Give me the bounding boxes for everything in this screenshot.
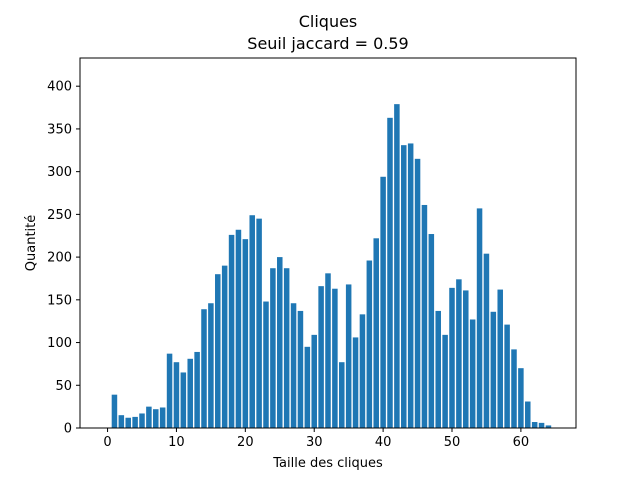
bar [166,353,173,428]
bar [325,273,331,428]
bar [469,319,476,428]
plot-frame [79,57,577,429]
bars-group [111,104,552,428]
bar [394,104,400,428]
bar [180,372,187,428]
bar [132,416,138,428]
y-tick-label: 0 [64,422,72,437]
bar [345,284,352,428]
bar [414,158,421,428]
bar [511,349,517,428]
bar [173,362,180,428]
bar [518,368,524,428]
bar [235,229,242,428]
bar [463,290,469,428]
bar [538,422,545,428]
bar [352,337,359,428]
bar [159,407,166,428]
bar [290,303,297,428]
y-tick-label: 400 [47,80,72,95]
x-tick-label: 50 [444,435,461,450]
bar [490,311,497,428]
y-tick-label: 100 [47,336,72,351]
x-tick-label: 10 [168,435,185,450]
bar [153,409,159,428]
bar [270,268,276,428]
x-tick-label: 20 [237,435,254,450]
bar [283,268,290,428]
bar [201,309,207,428]
bar [311,334,317,428]
bar [318,286,324,428]
chart-title-line: Cliques [299,12,358,31]
bar [139,413,145,428]
y-tick-label: 200 [47,251,72,266]
bar [373,238,379,428]
bar [221,265,228,428]
bar [118,415,125,428]
x-tick-label: 0 [103,435,111,450]
bar [215,274,221,428]
bar [545,425,552,428]
bar [531,422,538,428]
bar [476,208,483,428]
y-tick-label: 300 [47,165,72,180]
x-tick-label: 40 [375,435,392,450]
bar [187,358,193,428]
bar [428,234,435,428]
bar [435,310,441,428]
y-axis-label: Quantité [24,215,39,271]
y-tick-label: 150 [47,293,72,308]
bar [297,310,304,428]
bar [442,334,448,428]
bar [387,117,393,428]
bar [125,417,131,428]
bar [449,287,455,428]
bar [263,301,269,428]
bar [146,406,152,428]
x-tick-label: 60 [513,435,530,450]
bar [407,143,414,428]
chart-subtitle-line: Seuil jaccard = 0.59 [247,34,408,53]
chart-title: Cliques Seuil jaccard = 0.59 [247,12,408,53]
bar [277,257,283,428]
bar [339,362,345,428]
bar [366,260,373,428]
bar [304,346,311,428]
bar [497,289,503,428]
y-tick-label: 50 [55,379,72,394]
bar [228,234,235,428]
bar [249,215,255,428]
x-tick-label: 30 [306,435,323,450]
y-tick-label: 350 [47,122,72,137]
bar [242,239,249,428]
bar [332,288,338,428]
bar [194,351,200,428]
y-axis-ticks: 0 50 100 150 200 250 300 350 400 [47,80,80,437]
bar [256,218,262,428]
bar [208,303,214,428]
bar [525,401,531,428]
bar [421,204,428,428]
bar [380,176,386,428]
y-tick-label: 250 [47,208,72,223]
bar [504,324,510,428]
x-axis-ticks: 0 10 20 30 40 50 60 [103,428,529,450]
bar [111,394,118,428]
bar [483,253,490,428]
bar [401,145,407,428]
bar [359,314,366,428]
x-axis-label: Taille des cliques [272,456,383,471]
bar [456,279,462,428]
